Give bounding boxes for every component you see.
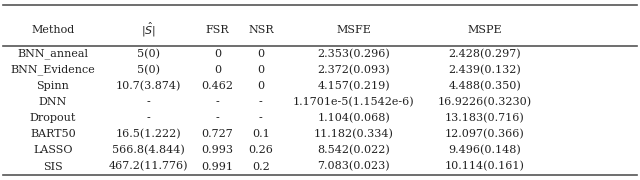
Text: Dropout: Dropout [29, 113, 76, 123]
Text: 0: 0 [214, 65, 221, 75]
Text: 5(0): 5(0) [138, 49, 160, 59]
Text: 0: 0 [257, 81, 264, 91]
Text: 1.1701e-5(1.1542e-6): 1.1701e-5(1.1542e-6) [292, 97, 415, 107]
Text: $|\hat{S}|$: $|\hat{S}|$ [141, 21, 156, 39]
Text: 11.182(0.334): 11.182(0.334) [314, 129, 394, 140]
Text: MSFE: MSFE [336, 25, 371, 35]
Text: 2.353(0.296): 2.353(0.296) [317, 49, 390, 59]
Text: SIS: SIS [43, 162, 63, 172]
Text: 566.8(4.844): 566.8(4.844) [113, 145, 185, 156]
Text: 0.2: 0.2 [252, 162, 269, 172]
Text: 8.542(0.022): 8.542(0.022) [317, 145, 390, 156]
Text: 1.104(0.068): 1.104(0.068) [317, 113, 390, 123]
Text: 13.183(0.716): 13.183(0.716) [445, 113, 525, 123]
Text: 0.727: 0.727 [202, 129, 234, 139]
Text: Method: Method [31, 25, 74, 35]
Text: DNN: DNN [38, 97, 67, 107]
Text: -: - [147, 97, 150, 107]
Text: -: - [259, 113, 262, 123]
Text: -: - [216, 97, 220, 107]
Text: 0.993: 0.993 [202, 145, 234, 156]
Text: 16.9226(0.3230): 16.9226(0.3230) [438, 97, 532, 107]
Text: 2.428(0.297): 2.428(0.297) [449, 49, 521, 59]
Text: -: - [259, 97, 262, 107]
Text: 4.488(0.350): 4.488(0.350) [449, 81, 521, 91]
Text: 0.462: 0.462 [202, 81, 234, 91]
Text: Spinn: Spinn [36, 81, 69, 91]
Text: -: - [147, 113, 150, 123]
Text: 0: 0 [257, 49, 264, 59]
Text: 2.372(0.093): 2.372(0.093) [317, 65, 390, 75]
Text: 10.114(0.161): 10.114(0.161) [445, 161, 525, 172]
Text: LASSO: LASSO [33, 145, 72, 156]
Text: 0: 0 [214, 49, 221, 59]
Text: BNN_anneal: BNN_anneal [17, 49, 88, 59]
Text: 0.1: 0.1 [252, 129, 269, 139]
Text: 10.7(3.874): 10.7(3.874) [116, 81, 182, 91]
Text: 5(0): 5(0) [138, 65, 160, 75]
Text: 7.083(0.023): 7.083(0.023) [317, 161, 390, 172]
Text: 4.157(0.219): 4.157(0.219) [317, 81, 390, 91]
Text: 467.2(11.776): 467.2(11.776) [109, 161, 189, 172]
Text: 0.991: 0.991 [202, 162, 234, 172]
Text: MSPE: MSPE [467, 25, 502, 35]
Text: 12.097(0.366): 12.097(0.366) [445, 129, 525, 140]
Text: BART50: BART50 [30, 129, 76, 139]
Text: FSR: FSR [206, 25, 229, 35]
Text: 0: 0 [257, 65, 264, 75]
Text: 16.5(1.222): 16.5(1.222) [116, 129, 182, 140]
Text: BNN_Evidence: BNN_Evidence [10, 65, 95, 75]
Text: 9.496(0.148): 9.496(0.148) [449, 145, 521, 156]
Text: 0.26: 0.26 [248, 145, 273, 156]
Text: NSR: NSR [248, 25, 274, 35]
Text: 2.439(0.132): 2.439(0.132) [449, 65, 521, 75]
Text: -: - [216, 113, 220, 123]
